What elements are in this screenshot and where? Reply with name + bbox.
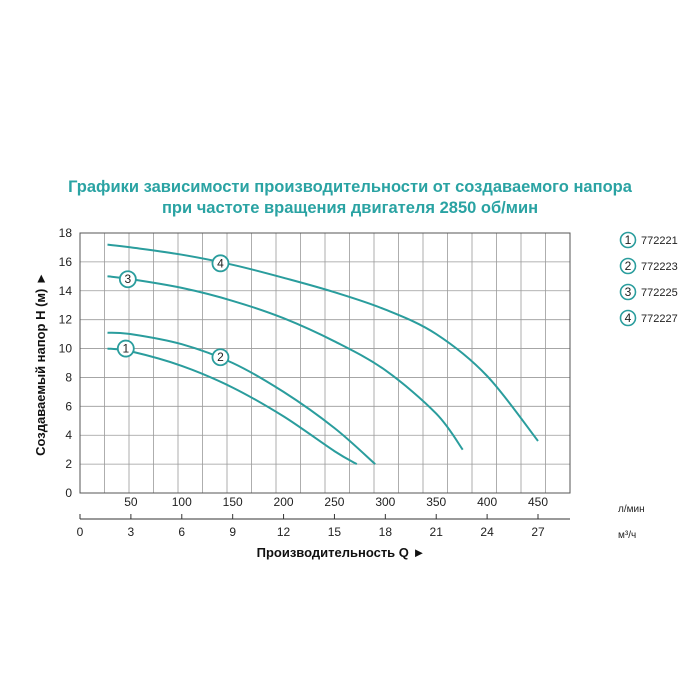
chart-title-line-1: Графики зависимости производительности о…	[68, 178, 632, 196]
curve-marker-label-1: 1	[122, 342, 129, 356]
curve-772227	[107, 243, 539, 442]
x-tick-label-lmin: 200	[274, 495, 294, 509]
grid	[79, 232, 571, 494]
curve-marker-label-3: 3	[124, 272, 131, 286]
x-tick-label-m3h: 6	[178, 525, 185, 539]
curve-marker-3	[118, 270, 137, 289]
legend-marker-1	[619, 231, 637, 249]
y-tick-label: 10	[59, 342, 73, 356]
legend-marker-label-1: 1	[625, 233, 632, 247]
legend-marker-label-3: 3	[625, 285, 632, 299]
x-tick-label-lmin: 100	[172, 495, 192, 509]
curve-marker-label-2: 2	[217, 350, 224, 364]
x-tick-label-m3h: 12	[277, 525, 291, 539]
curve-marker-2	[211, 348, 230, 367]
y-tick-label: 6	[65, 399, 72, 413]
legend-marker-label-4: 4	[625, 311, 632, 325]
y-tick-labels: 0 2 4 6 8 10 12 14 16 18	[59, 226, 73, 500]
y-tick-label: 18	[59, 226, 73, 240]
legend-entry-772227: 772227	[641, 313, 678, 325]
x-tick-label-lmin: 250	[324, 495, 344, 509]
y-axis-title: Создаваемый напор H (м) ►	[33, 272, 48, 456]
x-tick-label-m3h: 21	[430, 525, 444, 539]
x-tick-label-m3h: 9	[229, 525, 236, 539]
y-tick-label: 12	[59, 313, 73, 327]
y-tick-label: 8	[65, 370, 72, 384]
y-tick-label: 0	[65, 486, 72, 500]
x-tick-label-m3h: 15	[328, 525, 342, 539]
curve-marker-1	[116, 339, 135, 358]
x-tick-label-m3h: 24	[480, 525, 494, 539]
x-tick-label-lmin: 400	[477, 495, 497, 509]
curve-markers: 1 2 3 4	[116, 254, 230, 367]
x-unit-lmin: л/мин	[618, 504, 645, 515]
x-tick-labels-lmin: 50 100 150 200 250 300 350 400 450	[124, 495, 548, 509]
legend-marker-2	[619, 257, 637, 275]
curve-772225	[107, 275, 464, 451]
legend-entry-772221: 772221	[641, 235, 678, 247]
y-tick-label: 14	[59, 284, 73, 298]
x-tick-label-lmin: 450	[528, 495, 548, 509]
x-tick-label-m3h: 27	[531, 525, 545, 539]
legend-marker-4	[619, 309, 637, 327]
plot-border	[79, 232, 571, 494]
curve-marker-4	[211, 254, 230, 273]
legend: 1 772221 2 772223 3 772225 4 772227	[619, 231, 678, 327]
curves	[107, 243, 539, 465]
x-tick-label-m3h: 3	[128, 525, 135, 539]
x-tick-label-lmin: 300	[375, 495, 395, 509]
curve-772223	[107, 331, 376, 465]
legend-entry-772225: 772225	[641, 287, 678, 299]
x-axis-m3h: 0 3 6 9 12 15 18 21 24 27	[77, 514, 570, 539]
x-axis-title: Производительность Q ►	[257, 545, 426, 560]
y-tick-label: 16	[59, 255, 73, 269]
legend-marker-label-2: 2	[625, 259, 632, 273]
curve-marker-label-4: 4	[217, 256, 224, 270]
y-tick-label: 2	[65, 457, 72, 471]
y-tick-label: 4	[65, 428, 72, 442]
x-unit-m3h: м³/ч	[618, 530, 636, 541]
plot-frame	[79, 232, 571, 494]
legend-entry-772223: 772223	[641, 261, 678, 273]
x-tick-label-m3h: 0	[77, 525, 84, 539]
x-tick-label-lmin: 350	[426, 495, 446, 509]
x-tick-label-lmin: 50	[124, 495, 138, 509]
legend-marker-3	[619, 283, 637, 301]
chart-title-line-2: при частоте вращения двигателя 2850 об/м…	[161, 199, 539, 217]
x-tick-label-lmin: 150	[223, 495, 243, 509]
x-tick-label-m3h: 18	[379, 525, 393, 539]
